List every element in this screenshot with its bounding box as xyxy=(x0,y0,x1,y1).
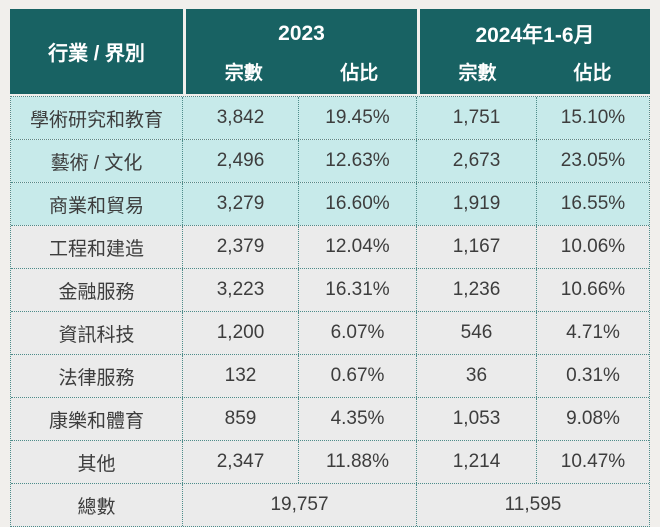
cell-2024-share: 4.71% xyxy=(537,312,649,354)
cell-2023-cases: 3,842 xyxy=(183,97,299,139)
cell-2024-share: 16.55% xyxy=(537,183,649,225)
table-header: 行業 / 界別 2023 宗數 佔比 2024年1-6月 宗數 佔比 xyxy=(10,9,650,94)
header-2023-cases-label: 宗數 xyxy=(224,62,263,84)
cell-2024-cases: 1,751 xyxy=(417,97,537,139)
cell-2024-cases: 36 xyxy=(417,355,537,397)
cell-2024-share: 23.05% xyxy=(537,140,649,182)
cell-2024-share: 9.08% xyxy=(537,398,649,440)
table-total-row: 總數 19,757 11,595 xyxy=(11,484,649,526)
total-2024: 11,595 xyxy=(417,484,649,526)
cell-2023-share: 12.04% xyxy=(299,226,417,268)
row-label: 康樂和體育 xyxy=(11,398,183,440)
cell-2024-share: 10.47% xyxy=(537,441,649,483)
table-row: 學術研究和教育 3,842 19.45% 1,751 15.10% xyxy=(11,97,649,140)
row-label: 學術研究和教育 xyxy=(11,97,183,139)
cell-2024-share: 15.10% xyxy=(537,97,649,139)
cell-2024-cases: 546 xyxy=(417,312,537,354)
cell-2023-cases: 2,379 xyxy=(183,226,299,268)
cell-2023-share: 19.45% xyxy=(299,97,417,139)
table-row: 法律服務 132 0.67% 36 0.31% xyxy=(11,355,649,398)
total-label: 總數 xyxy=(11,484,183,526)
table-body: 學術研究和教育 3,842 19.45% 1,751 15.10% 藝術 / 文… xyxy=(10,96,650,527)
cell-2023-cases: 3,223 xyxy=(183,269,299,311)
cell-2023-cases: 2,347 xyxy=(183,441,299,483)
statistics-table: 行業 / 界別 2023 宗數 佔比 2024年1-6月 宗數 佔比 學術研究和… xyxy=(10,9,650,527)
header-group-2024: 2024年1-6月 宗數 佔比 xyxy=(420,9,650,94)
cell-2024-cases: 2,673 xyxy=(417,140,537,182)
cell-2024-share: 10.66% xyxy=(537,269,649,311)
cell-2024-cases: 1,214 xyxy=(417,441,537,483)
cell-2024-share: 0.31% xyxy=(537,355,649,397)
row-label: 藝術 / 文化 xyxy=(11,140,183,182)
header-year-2024: 2024年1-6月 xyxy=(475,23,595,47)
header-2024-cases-label: 宗數 xyxy=(458,62,497,84)
table-row: 工程和建造 2,379 12.04% 1,167 10.06% xyxy=(11,226,649,269)
header-2023-share-label: 佔比 xyxy=(340,62,379,84)
row-label: 工程和建造 xyxy=(11,226,183,268)
row-label: 其他 xyxy=(11,441,183,483)
row-label: 資訊科技 xyxy=(11,312,183,354)
cell-2024-cases: 1,053 xyxy=(417,398,537,440)
header-subrow-2023: 宗數 佔比 xyxy=(186,54,417,94)
table-row: 康樂和體育 859 4.35% 1,053 9.08% xyxy=(11,398,649,441)
total-2023: 19,757 xyxy=(183,484,417,526)
cell-2023-cases: 1,200 xyxy=(183,312,299,354)
cell-2024-cases: 1,236 xyxy=(417,269,537,311)
header-row-label: 行業 / 界別 xyxy=(48,43,145,65)
table-row: 金融服務 3,223 16.31% 1,236 10.66% xyxy=(11,269,649,312)
cell-2024-cases: 1,167 xyxy=(417,226,537,268)
cell-2023-cases: 859 xyxy=(183,398,299,440)
row-label: 商業和貿易 xyxy=(11,183,183,225)
header-2024-share-label: 佔比 xyxy=(573,62,612,84)
header-subrow-2024: 宗數 佔比 xyxy=(420,54,650,94)
header-group-2023: 2023 宗數 佔比 xyxy=(186,9,417,94)
cell-2023-share: 4.35% xyxy=(299,398,417,440)
table-row: 其他 2,347 11.88% 1,214 10.47% xyxy=(11,441,649,484)
cell-2023-cases: 2,496 xyxy=(183,140,299,182)
cell-2024-cases: 1,919 xyxy=(417,183,537,225)
cell-2024-share: 10.06% xyxy=(537,226,649,268)
row-label: 金融服務 xyxy=(11,269,183,311)
table-row: 資訊科技 1,200 6.07% 546 4.71% xyxy=(11,312,649,355)
cell-2023-cases: 3,279 xyxy=(183,183,299,225)
cell-2023-share: 0.67% xyxy=(299,355,417,397)
header-industry-sector: 行業 / 界別 xyxy=(10,9,183,94)
cell-2023-cases: 132 xyxy=(183,355,299,397)
table-row: 商業和貿易 3,279 16.60% 1,919 16.55% xyxy=(11,183,649,226)
cell-2023-share: 11.88% xyxy=(299,441,417,483)
cell-2023-share: 16.31% xyxy=(299,269,417,311)
cell-2023-share: 6.07% xyxy=(299,312,417,354)
table-row: 藝術 / 文化 2,496 12.63% 2,673 23.05% xyxy=(11,140,649,183)
cell-2023-share: 16.60% xyxy=(299,183,417,225)
header-year-2023: 2023 xyxy=(278,21,325,45)
cell-2023-share: 12.63% xyxy=(299,140,417,182)
row-label: 法律服務 xyxy=(11,355,183,397)
